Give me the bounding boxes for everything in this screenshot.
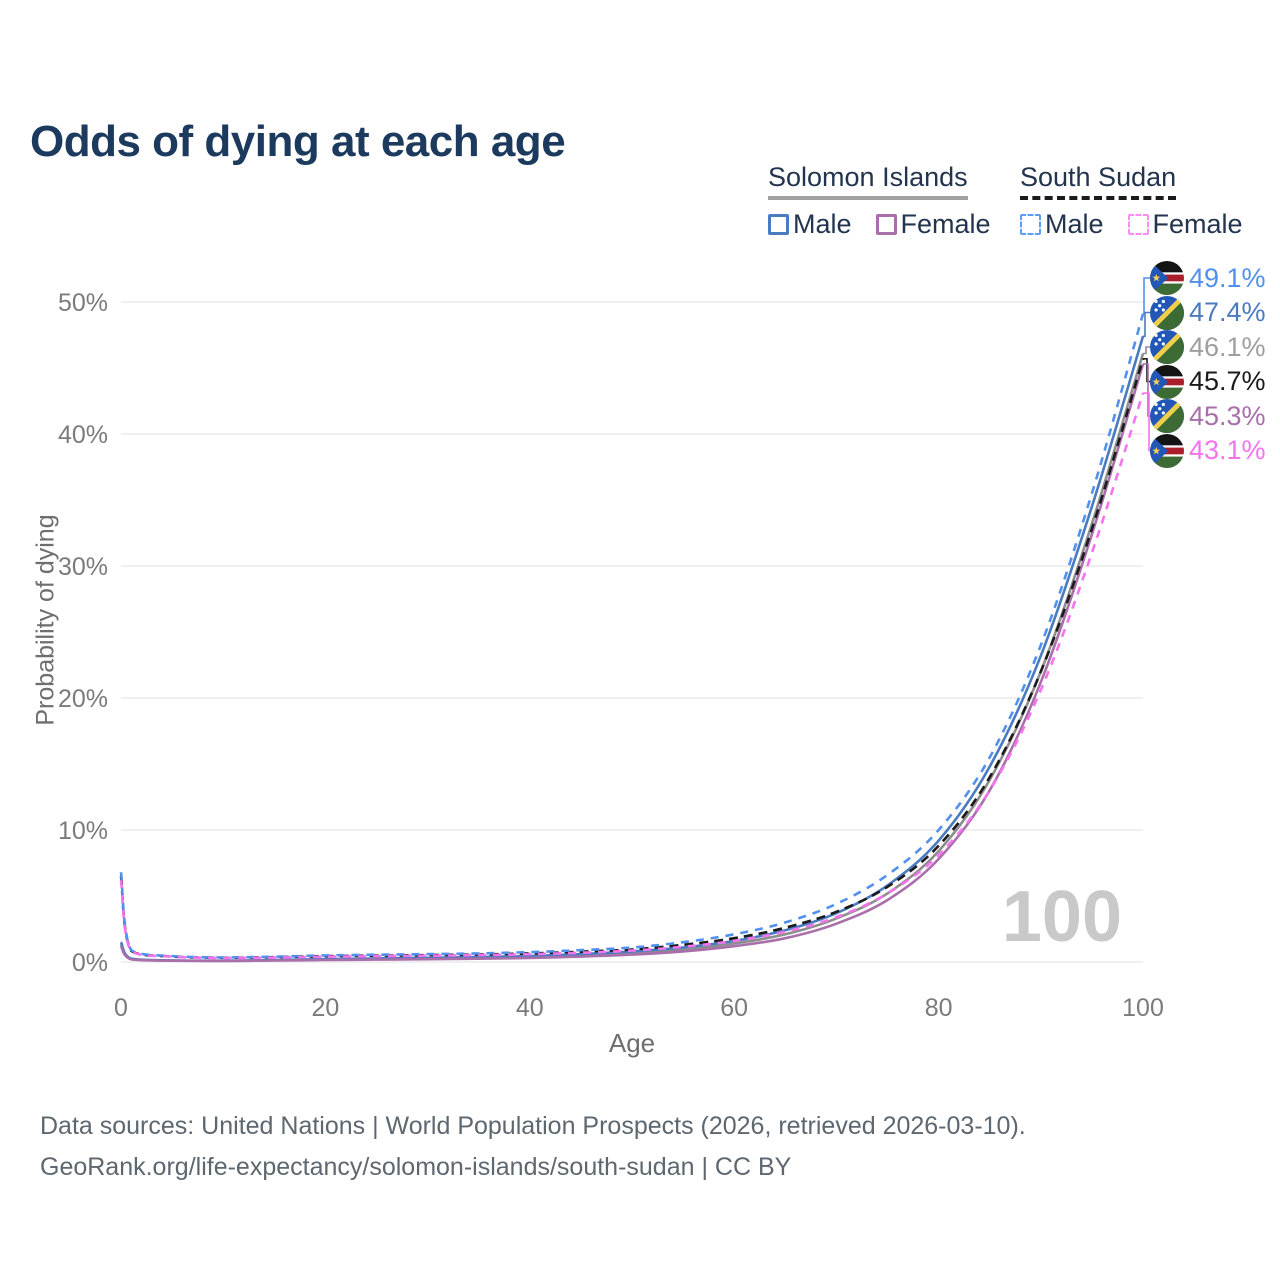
y-tick-label: 30% xyxy=(58,553,108,581)
label-connector xyxy=(1143,346,1150,355)
x-tick-label: 0 xyxy=(114,994,128,1022)
footer-data-sources: Data sources: United Nations | World Pop… xyxy=(40,1112,1026,1140)
legend-country-south-sudan[interactable]: South Sudan xyxy=(1020,162,1177,200)
legend-item-solomon-female[interactable]: Female xyxy=(900,209,991,239)
end-label-value: 43.1% xyxy=(1189,435,1266,465)
end-label-row: 45.3% xyxy=(1150,399,1266,433)
end-label-value: 47.4% xyxy=(1189,297,1266,327)
end-label-row: 46.1% xyxy=(1150,330,1266,364)
legend-item-sudan-male[interactable]: Male xyxy=(1045,209,1104,239)
legend-item-solomon-male[interactable]: Male xyxy=(793,209,852,239)
legend-country-solomon-islands[interactable]: Solomon Islands xyxy=(768,162,968,200)
series-line-south-sudan-female xyxy=(119,392,1145,960)
x-tick-label: 40 xyxy=(516,994,544,1022)
legend-group-south-sudan: South Sudan Male Female xyxy=(1020,162,1243,240)
x-tick-label: 80 xyxy=(925,994,953,1022)
footer: Data sources: United Nations | World Pop… xyxy=(40,1106,1026,1188)
end-label-value: 45.7% xyxy=(1189,366,1266,396)
x-axis-title: Age xyxy=(608,1028,656,1058)
label-connector xyxy=(1143,277,1150,315)
south-sudan-flag-icon xyxy=(1150,434,1184,468)
solomon-islands-flag-icon xyxy=(1150,399,1184,433)
label-connector xyxy=(1143,311,1150,338)
series-line-solomon-islands-male xyxy=(119,335,1145,963)
solomon-islands-flag-icon xyxy=(1150,296,1184,330)
end-label-row: 43.1% xyxy=(1150,434,1266,468)
legend-swatch-solomon-male[interactable] xyxy=(768,214,789,235)
legend-swatch-solomon-female[interactable] xyxy=(875,214,897,235)
legend-swatch-sudan-male[interactable] xyxy=(1020,214,1041,235)
x-tick-label: 60 xyxy=(720,994,748,1022)
end-label-row: 45.7% xyxy=(1150,365,1266,399)
legend-item-sudan-female[interactable]: Female xyxy=(1152,209,1243,239)
y-tick-label: 50% xyxy=(58,289,108,317)
end-label-value: 49.1% xyxy=(1189,262,1266,293)
footer-attribution-link: GeoRank.org/life-expectancy/solomon-isla… xyxy=(40,1153,792,1181)
end-label-row: 49.1% xyxy=(1150,261,1266,295)
series-line-south-sudan xyxy=(119,358,1145,960)
label-connector xyxy=(1143,358,1150,383)
series-line-south-sudan-male xyxy=(119,313,1145,959)
south-sudan-flag-icon xyxy=(1150,261,1184,295)
end-label-value: 46.1% xyxy=(1189,331,1266,362)
legend-group-solomon-islands: Solomon Islands Male Female xyxy=(768,162,991,240)
solomon-islands-flag-icon xyxy=(1150,330,1184,364)
legend-swatch-sudan-female[interactable] xyxy=(1127,214,1149,235)
x-tick-label: 100 xyxy=(1122,994,1164,1022)
series-line-solomon-islands-female xyxy=(119,363,1145,963)
y-tick-label: 20% xyxy=(58,685,108,713)
label-connector xyxy=(1143,392,1150,452)
y-axis-title: Probability of dying xyxy=(31,514,60,726)
end-label-row: 47.4% xyxy=(1150,296,1266,330)
series-line-solomon-islands xyxy=(119,353,1145,963)
y-tick-label: 40% xyxy=(58,421,108,449)
end-label-value: 45.3% xyxy=(1189,400,1266,431)
south-sudan-flag-icon xyxy=(1150,365,1184,399)
age-watermark: 100 xyxy=(1002,877,1122,957)
y-tick-label: 10% xyxy=(58,817,108,845)
x-tick-label: 20 xyxy=(311,994,339,1022)
y-tick-label: 0% xyxy=(72,949,108,977)
chart-title: Odds of dying at each age xyxy=(30,117,566,167)
